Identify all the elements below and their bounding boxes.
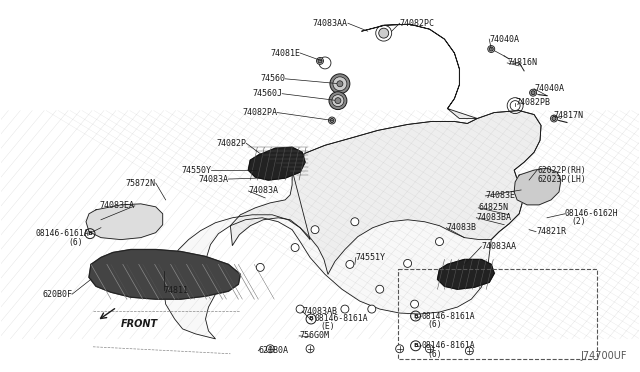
Text: 74821R: 74821R	[536, 227, 566, 236]
Text: 74551Y: 74551Y	[356, 253, 386, 262]
Circle shape	[332, 95, 344, 107]
Polygon shape	[86, 204, 163, 240]
Polygon shape	[89, 250, 241, 299]
Text: B: B	[88, 231, 92, 236]
Text: 74083E: 74083E	[485, 192, 515, 201]
Circle shape	[330, 119, 334, 122]
Text: 62022P(RH): 62022P(RH)	[537, 166, 586, 174]
Text: 74082P: 74082P	[216, 139, 246, 148]
Polygon shape	[248, 147, 305, 180]
Text: B: B	[413, 343, 418, 348]
Circle shape	[510, 101, 520, 110]
Circle shape	[311, 226, 319, 234]
Polygon shape	[438, 259, 494, 289]
Circle shape	[529, 89, 536, 96]
Text: 64825N: 64825N	[478, 203, 508, 212]
Text: 08146-8161A: 08146-8161A	[422, 341, 475, 350]
Text: 74082PB: 74082PB	[515, 98, 550, 107]
Text: 74550Y: 74550Y	[182, 166, 211, 174]
Text: 75872N: 75872N	[125, 179, 156, 187]
Circle shape	[435, 238, 444, 246]
Text: (2): (2)	[571, 217, 586, 226]
Circle shape	[465, 347, 474, 355]
Text: 74083BA: 74083BA	[476, 213, 511, 222]
Circle shape	[379, 28, 388, 38]
Circle shape	[329, 92, 347, 110]
Text: 08146-8161A: 08146-8161A	[314, 314, 367, 324]
Text: 74083EA: 74083EA	[100, 201, 135, 210]
Bar	[397, 269, 596, 359]
Circle shape	[266, 345, 274, 353]
Circle shape	[335, 98, 341, 104]
Circle shape	[296, 305, 304, 313]
Text: 08146-6162H: 08146-6162H	[565, 209, 618, 218]
Text: 74817N: 74817N	[553, 111, 583, 120]
Text: 62023P(LH): 62023P(LH)	[537, 174, 586, 183]
Text: 74811: 74811	[164, 286, 189, 295]
Text: 74560J: 74560J	[252, 89, 282, 98]
Circle shape	[531, 91, 535, 95]
Text: 756G0M: 756G0M	[299, 331, 329, 340]
Circle shape	[291, 244, 299, 251]
Text: 74083B: 74083B	[447, 223, 476, 232]
Circle shape	[489, 47, 493, 51]
Text: 620B0F: 620B0F	[42, 290, 72, 299]
Text: (6): (6)	[428, 350, 442, 359]
Text: B: B	[413, 314, 418, 318]
Text: B: B	[308, 317, 314, 321]
Circle shape	[550, 115, 557, 122]
Polygon shape	[164, 110, 541, 339]
Text: 74083AA: 74083AA	[481, 242, 516, 251]
Text: 08146-8161A: 08146-8161A	[422, 311, 475, 321]
Circle shape	[351, 218, 359, 226]
Text: 74040A: 74040A	[534, 84, 564, 93]
Circle shape	[328, 117, 335, 124]
Circle shape	[306, 345, 314, 353]
Circle shape	[330, 74, 350, 94]
Text: FRONT: FRONT	[121, 319, 158, 329]
Text: 74816N: 74816N	[507, 58, 537, 67]
Circle shape	[368, 305, 376, 313]
Text: J74700UF: J74700UF	[580, 351, 627, 361]
Text: 74083A: 74083A	[198, 174, 228, 183]
Text: 74040A: 74040A	[489, 35, 519, 44]
Circle shape	[346, 260, 354, 268]
Text: 74082PA: 74082PA	[242, 108, 277, 117]
Circle shape	[404, 259, 412, 267]
Circle shape	[411, 300, 419, 308]
Text: (6): (6)	[428, 320, 442, 330]
Circle shape	[396, 345, 404, 353]
Circle shape	[317, 57, 323, 64]
Text: 74560: 74560	[260, 74, 285, 83]
Text: (6): (6)	[68, 238, 83, 247]
Text: 74081E: 74081E	[270, 48, 300, 58]
Circle shape	[333, 77, 347, 91]
Polygon shape	[230, 24, 541, 274]
Circle shape	[256, 263, 264, 271]
Circle shape	[341, 305, 349, 313]
Polygon shape	[514, 168, 561, 205]
Text: 08146-6161A: 08146-6161A	[35, 229, 89, 238]
Text: 74083AB: 74083AB	[302, 307, 337, 315]
Text: 74083A: 74083A	[248, 186, 278, 195]
Circle shape	[337, 81, 343, 87]
Text: 74082PC: 74082PC	[399, 19, 435, 28]
Circle shape	[426, 345, 433, 353]
Text: 74083AA: 74083AA	[313, 19, 348, 28]
Circle shape	[552, 116, 556, 121]
Circle shape	[318, 59, 322, 63]
Text: (E): (E)	[320, 323, 335, 331]
Circle shape	[488, 45, 495, 52]
Circle shape	[376, 285, 384, 293]
Text: 620B0A: 620B0A	[259, 346, 288, 355]
